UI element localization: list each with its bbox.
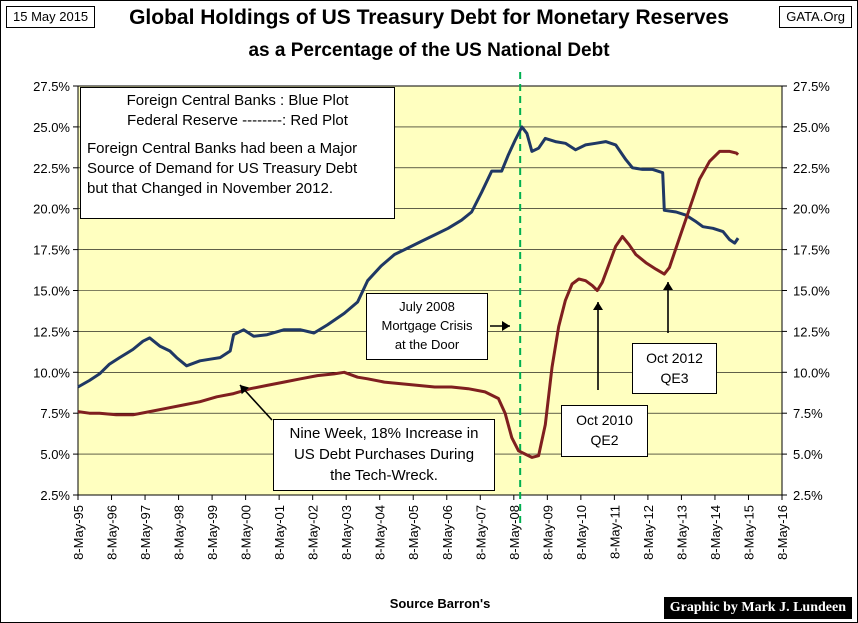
annotation-arrows [239,282,673,421]
y-tick-label-left: 10.0% [33,365,70,380]
chart-subtitle: as a Percentage of the US National Debt [248,40,610,61]
credit-label: Graphic by Mark J. Lundeen [663,597,852,619]
y-tick-label-left: 20.0% [33,202,70,217]
x-tick-label: 8-May-07 [473,505,488,560]
y-tick-label-right: 15.0% [793,284,830,299]
y-tick-label-right: 20.0% [793,202,830,217]
y-tick-label-left: 2.5% [40,488,70,503]
x-tick-label: 8-May-15 [741,505,756,560]
qe3-arrow-head [663,282,673,290]
legend-note-line: but that Changed in November 2012. [87,180,333,197]
tech-wreck-note: Nine Week, 18% Increase in US Debt Purch… [273,419,495,491]
y-tick-label-left: 5.0% [40,447,70,462]
qe2-arrow-head [593,302,603,310]
federal-reserve-line [77,149,740,459]
note-line: US Debt Purchases During [293,446,475,463]
x-tick-label: 8-May-99 [205,505,220,560]
tech-wreck-arrow-head [240,385,250,395]
site-label: GATA.Org [779,6,852,28]
x-tick-label: 8-May-96 [105,505,120,560]
y-tick-label-right: 25.0% [793,120,830,135]
y-tick-label-right: 12.5% [793,324,830,339]
note-line: Oct 2012 [646,350,703,366]
x-tick-label: 8-May-03 [339,505,354,560]
x-tick-label: 8-May-13 [674,505,689,560]
qe3-note: Oct 2012 QE3 [632,343,717,394]
x-tick-label: 8-May-12 [641,505,656,560]
x-tick-label: 8-May-08 [507,505,522,560]
x-tick-label: 8-May-16 [775,505,790,560]
x-tick-label: 8-May-00 [239,505,254,560]
y-tick-label-left: 25.0% [33,120,70,135]
x-tick-label: 8-May-06 [440,505,455,560]
x-tick-label: 8-May-10 [574,505,589,560]
x-tick-label: 8-May-97 [138,505,153,560]
y-tick-label-left: 7.5% [40,406,70,421]
note-line: Oct 2010 [576,412,633,428]
y-tick-label-left: 15.0% [33,284,70,299]
y-tick-label-right: 22.5% [793,161,830,176]
y-tick-label-right: 2.5% [793,488,823,503]
y-tick-label-left: 12.5% [33,324,70,339]
y-tick-label-right: 17.5% [793,243,830,258]
y-tick-label-right: 27.5% [793,79,830,94]
y-tick-label-right: 7.5% [793,406,823,421]
y-tick-label-right: 5.0% [793,447,823,462]
y-tick-label-left: 22.5% [33,161,70,176]
y-axis-left: 2.5% 5.0% 7.5% 10.0% 12.5% 15.0% 17.5% 20.0% 22.… [33,79,78,503]
x-tick-label: 8-May-95 [71,505,86,560]
x-axis: 8-May-95 8-May-96 8-May-97 8-May-98 8-May-99… [71,495,790,560]
note-line: at the Door [394,337,460,352]
note-line: Nine Week, 18% Increase in [289,425,479,442]
series-group [77,125,740,459]
y-tick-label-left: 17.5% [33,243,70,258]
x-tick-label: 8-May-05 [406,505,421,560]
note-line: July 2008 [399,299,455,314]
legend-note-line: Source of Demand for US Treasury Debt [87,160,358,177]
x-tick-label: 8-May-14 [708,505,723,560]
note-line: the Tech-Wreck. [330,467,438,484]
qe2-note: Oct 2010 QE2 [561,405,648,457]
foreign-central-banks-line [77,125,740,389]
legend-fed-entry: Federal Reserve --------: Red Plot [127,112,348,129]
note-line: QE2 [590,432,619,448]
note-line: Mortgage Crisis [381,318,473,333]
x-tick-label: 8-May-98 [172,505,187,560]
legend-foreign-entry: Foreign Central Banks : Blue Plot [126,92,349,109]
date-label: 15 May 2015 [6,6,96,28]
chart-title: Global Holdings of US Treasury Debt for … [129,6,729,29]
x-tick-label: 8-May-01 [272,505,287,560]
x-tick-label: 8-May-02 [306,505,321,560]
mortgage-crisis-arrow-head [502,321,510,331]
y-axis-right: 2.5% 5.0% 7.5% 10.0% 12.5% 15.0% 17.5% 20.0% 22.… [782,79,830,503]
x-tick-label: 8-May-11 [607,505,622,559]
x-tick-label: 8-May-09 [540,505,555,560]
source-label: Source Barron's [389,596,491,611]
y-tick-label-left: 27.5% [33,79,70,94]
note-line: QE3 [660,370,689,386]
legend-note-line: Foreign Central Banks had been a Major [87,140,358,157]
mortgage-crisis-note: July 2008 Mortgage Crisis at the Door [366,293,488,360]
y-tick-label-right: 10.0% [793,365,830,380]
x-tick-label: 8-May-04 [373,505,388,560]
legend-box: Foreign Central Banks : Blue Plot Federa… [80,87,395,219]
